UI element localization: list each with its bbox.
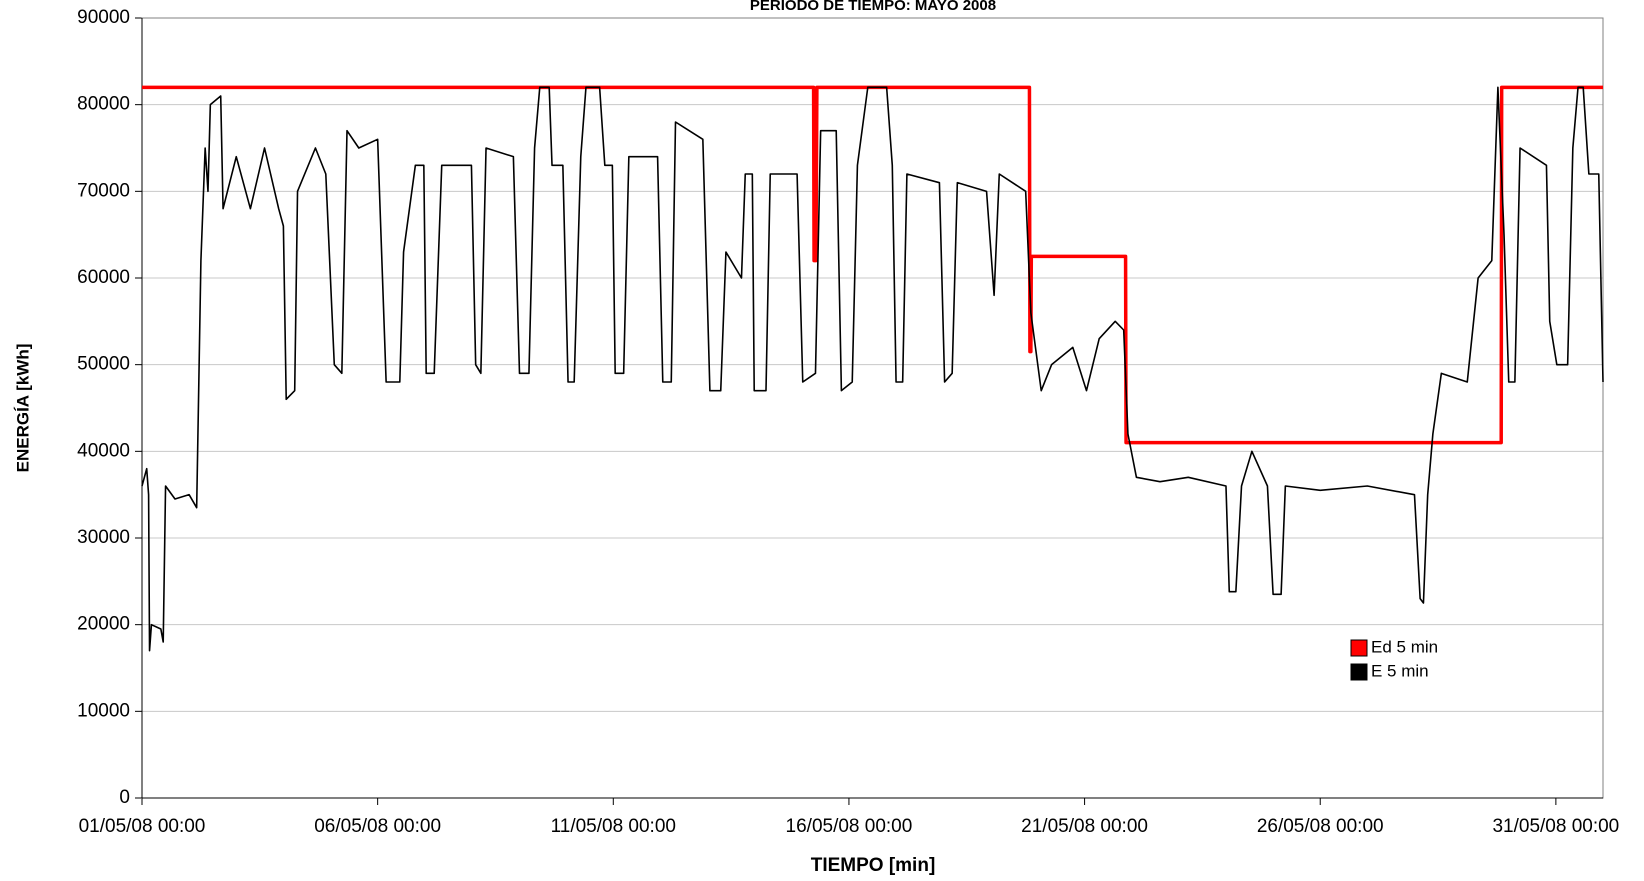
x-tick-label: 31/05/08 00:00: [1492, 816, 1619, 837]
x-axis-label: TIEMPO [min]: [811, 855, 936, 876]
y-tick-label: 60000: [77, 267, 130, 288]
y-tick-label: 70000: [77, 180, 130, 201]
y-tick-label: 0: [119, 787, 130, 808]
legend-label: E 5 min: [1371, 661, 1429, 680]
y-tick-label: 10000: [77, 700, 130, 721]
x-tick-label: 16/05/08 00:00: [786, 816, 913, 837]
x-tick-label: 06/05/08 00:00: [314, 816, 441, 837]
y-tick-label: 90000: [77, 7, 130, 28]
y-tick-label: 30000: [77, 527, 130, 548]
x-tick-label: 01/05/08 00:00: [79, 816, 206, 837]
y-tick-label: 50000: [77, 354, 130, 375]
plot-frame: [141, 17, 1604, 799]
legend-label: Ed 5 min: [1371, 637, 1438, 656]
x-tick-label: 21/05/08 00:00: [1021, 816, 1148, 837]
y-tick-label: 80000: [77, 94, 130, 115]
chart-title: PERIODO DE TIEMPO: MAYO 2008: [750, 0, 996, 14]
legend-swatch: [1350, 663, 1368, 681]
y-tick-label: 20000: [77, 614, 130, 635]
x-tick-label: 26/05/08 00:00: [1257, 816, 1384, 837]
x-tick-label: 11/05/08 00:00: [551, 816, 676, 837]
series-line: [141, 86, 1604, 652]
series-line: [142, 85, 1603, 445]
y-tick-label: 40000: [77, 440, 130, 461]
legend-swatch: [1350, 639, 1368, 657]
y-axis-label: ENERGÍA [kWh]: [13, 344, 32, 473]
